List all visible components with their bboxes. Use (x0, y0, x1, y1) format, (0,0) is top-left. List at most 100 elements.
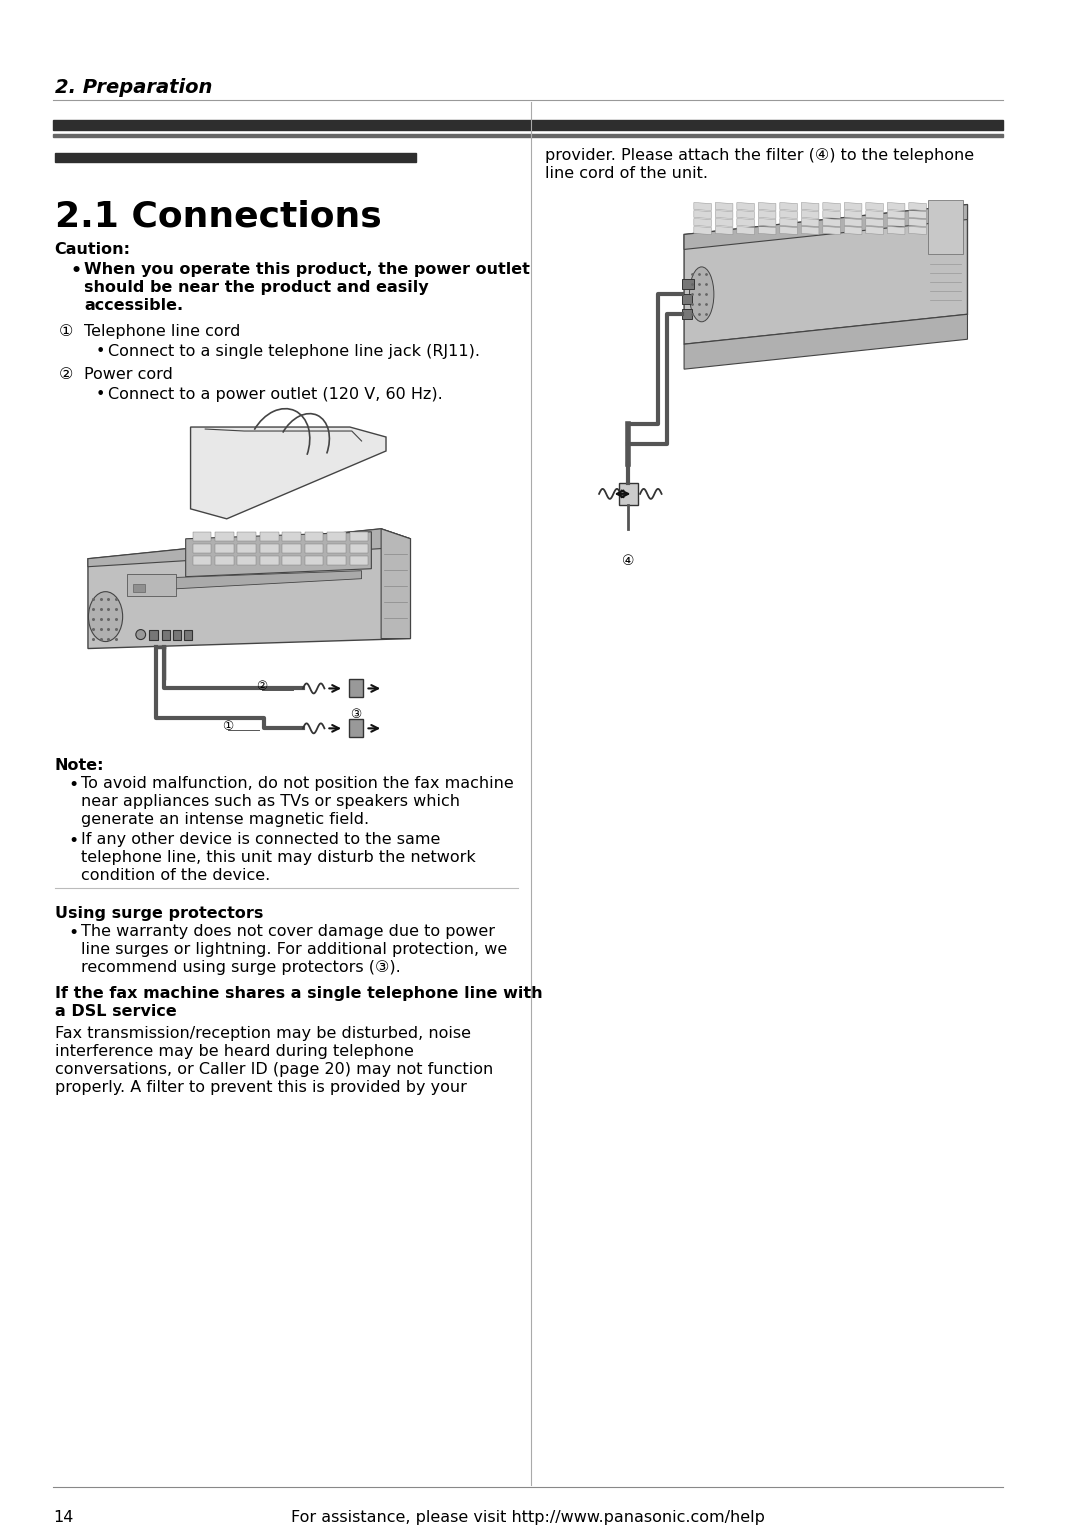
Text: telephone line, this unit may disturb the network: telephone line, this unit may disturb th… (81, 850, 476, 865)
Text: ③: ③ (350, 709, 362, 721)
Polygon shape (888, 203, 905, 211)
Polygon shape (684, 205, 968, 249)
Text: Caution:: Caution: (55, 243, 131, 257)
Bar (53, 119, 1002, 130)
Bar (192, 556, 211, 565)
Polygon shape (888, 211, 905, 219)
Polygon shape (693, 211, 712, 219)
Polygon shape (823, 211, 840, 219)
Polygon shape (909, 219, 927, 226)
Text: If any other device is connected to the same: If any other device is connected to the … (81, 833, 441, 847)
Bar (683, 309, 692, 319)
Text: ②: ② (256, 680, 268, 694)
Polygon shape (866, 211, 883, 219)
Polygon shape (823, 226, 840, 234)
Bar (683, 295, 692, 304)
Polygon shape (823, 203, 840, 211)
Polygon shape (190, 426, 386, 520)
Polygon shape (715, 211, 733, 219)
Text: Power cord: Power cord (84, 367, 173, 382)
Text: ①: ① (58, 324, 73, 339)
Polygon shape (801, 226, 819, 234)
Bar (238, 544, 256, 553)
Bar (53, 133, 1002, 136)
Bar (327, 544, 346, 553)
Text: If the fax machine shares a single telephone line with: If the fax machine shares a single telep… (55, 986, 542, 1001)
Ellipse shape (89, 591, 123, 642)
Polygon shape (737, 203, 755, 211)
Polygon shape (866, 219, 883, 226)
Bar (192, 544, 211, 553)
Bar (929, 200, 962, 255)
Polygon shape (780, 211, 797, 219)
Text: For assistance, please visit http://www.panasonic.com/help: For assistance, please visit http://www.… (291, 1510, 765, 1525)
Polygon shape (930, 203, 948, 211)
Text: properly. A filter to prevent this is provided by your: properly. A filter to prevent this is pr… (55, 1080, 467, 1094)
Polygon shape (715, 203, 733, 211)
Bar (283, 532, 301, 541)
Text: •: • (68, 924, 79, 941)
Bar (127, 573, 176, 596)
Polygon shape (758, 203, 775, 211)
Bar (283, 556, 301, 565)
Polygon shape (930, 211, 948, 219)
Bar (215, 544, 233, 553)
Text: Using surge protectors: Using surge protectors (55, 906, 264, 921)
Text: recommend using surge protectors (③).: recommend using surge protectors (③). (81, 960, 401, 975)
Text: •: • (96, 387, 105, 402)
Text: Connect to a single telephone line jack (RJ11).: Connect to a single telephone line jack … (108, 344, 481, 359)
Polygon shape (737, 226, 755, 234)
Polygon shape (737, 219, 755, 226)
Bar (133, 584, 145, 591)
Text: To avoid malfunction, do not position the fax machine: To avoid malfunction, do not position th… (81, 776, 514, 792)
Text: ②: ② (58, 367, 73, 382)
Bar (305, 532, 324, 541)
Bar (349, 680, 363, 697)
Text: conversations, or Caller ID (page 20) may not function: conversations, or Caller ID (page 20) ma… (55, 1062, 492, 1077)
Polygon shape (780, 219, 797, 226)
Bar (327, 532, 346, 541)
Polygon shape (801, 203, 819, 211)
Polygon shape (888, 226, 905, 234)
Text: •: • (96, 344, 105, 359)
Polygon shape (845, 211, 862, 219)
Text: •: • (68, 776, 79, 795)
Bar (215, 556, 233, 565)
Polygon shape (801, 219, 819, 226)
Polygon shape (693, 219, 712, 226)
Text: ①: ① (222, 720, 233, 733)
Polygon shape (693, 203, 712, 211)
Bar (305, 544, 324, 553)
Text: 2.1 Connections: 2.1 Connections (55, 200, 381, 234)
Polygon shape (801, 211, 819, 219)
Bar (215, 532, 233, 541)
Polygon shape (930, 219, 948, 226)
Polygon shape (758, 211, 775, 219)
Bar (55, 153, 416, 162)
Bar (327, 556, 346, 565)
Bar (260, 544, 279, 553)
Text: ④: ④ (622, 553, 635, 568)
Polygon shape (845, 219, 862, 226)
Bar (149, 630, 159, 640)
Polygon shape (381, 529, 410, 639)
Polygon shape (866, 203, 883, 211)
Text: Connect to a power outlet (120 V, 60 Hz).: Connect to a power outlet (120 V, 60 Hz)… (108, 387, 443, 402)
Polygon shape (866, 226, 883, 234)
Polygon shape (845, 203, 862, 211)
Text: provider. Please attach the filter (④) to the telephone: provider. Please attach the filter (④) t… (545, 148, 974, 162)
Bar (305, 556, 324, 565)
Bar (238, 532, 256, 541)
Ellipse shape (689, 267, 714, 322)
Polygon shape (780, 203, 797, 211)
Bar (683, 280, 693, 289)
Polygon shape (888, 219, 905, 226)
Text: When you operate this product, the power outlet: When you operate this product, the power… (84, 263, 530, 278)
Text: should be near the product and easily: should be near the product and easily (84, 280, 429, 295)
Polygon shape (909, 203, 927, 211)
Polygon shape (141, 571, 362, 591)
Polygon shape (186, 532, 372, 576)
Polygon shape (715, 219, 733, 226)
Bar (192, 532, 211, 541)
Polygon shape (823, 219, 840, 226)
